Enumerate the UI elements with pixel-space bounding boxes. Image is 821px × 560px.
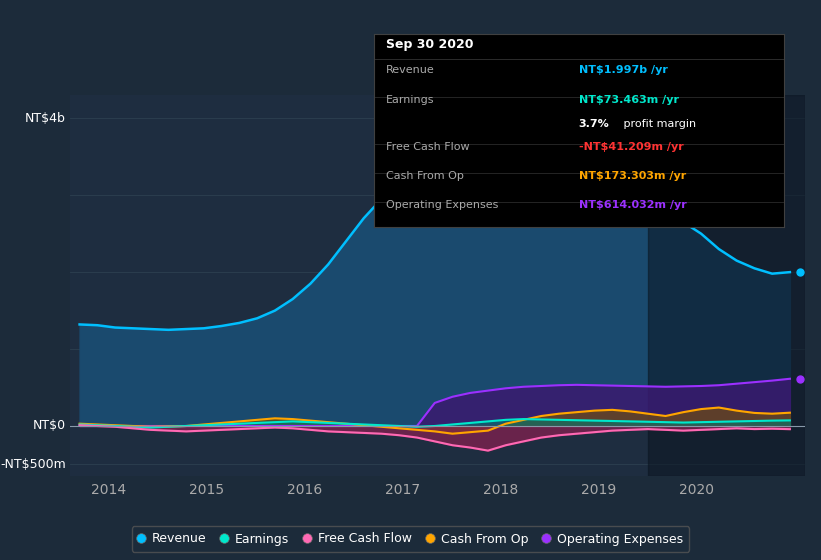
Text: 3.7%: 3.7% — [579, 119, 609, 129]
Text: NT$4b: NT$4b — [25, 112, 67, 125]
Text: NT$73.463m /yr: NT$73.463m /yr — [579, 95, 679, 105]
Text: Sep 30 2020: Sep 30 2020 — [386, 38, 474, 51]
Text: Cash From Op: Cash From Op — [386, 171, 464, 181]
Text: profit margin: profit margin — [620, 119, 696, 129]
Text: NT$0: NT$0 — [33, 419, 67, 432]
Text: -NT$41.209m /yr: -NT$41.209m /yr — [579, 142, 684, 152]
Text: Revenue: Revenue — [386, 64, 434, 74]
Legend: Revenue, Earnings, Free Cash Flow, Cash From Op, Operating Expenses: Revenue, Earnings, Free Cash Flow, Cash … — [131, 526, 690, 552]
Text: NT$614.032m /yr: NT$614.032m /yr — [579, 200, 686, 210]
Bar — [648, 95, 805, 476]
Text: Earnings: Earnings — [386, 95, 434, 105]
Text: Free Cash Flow: Free Cash Flow — [386, 142, 470, 152]
Text: NT$1.997b /yr: NT$1.997b /yr — [579, 64, 667, 74]
Text: -NT$500m: -NT$500m — [0, 458, 67, 471]
Text: NT$173.303m /yr: NT$173.303m /yr — [579, 171, 686, 181]
Text: Operating Expenses: Operating Expenses — [386, 200, 498, 210]
